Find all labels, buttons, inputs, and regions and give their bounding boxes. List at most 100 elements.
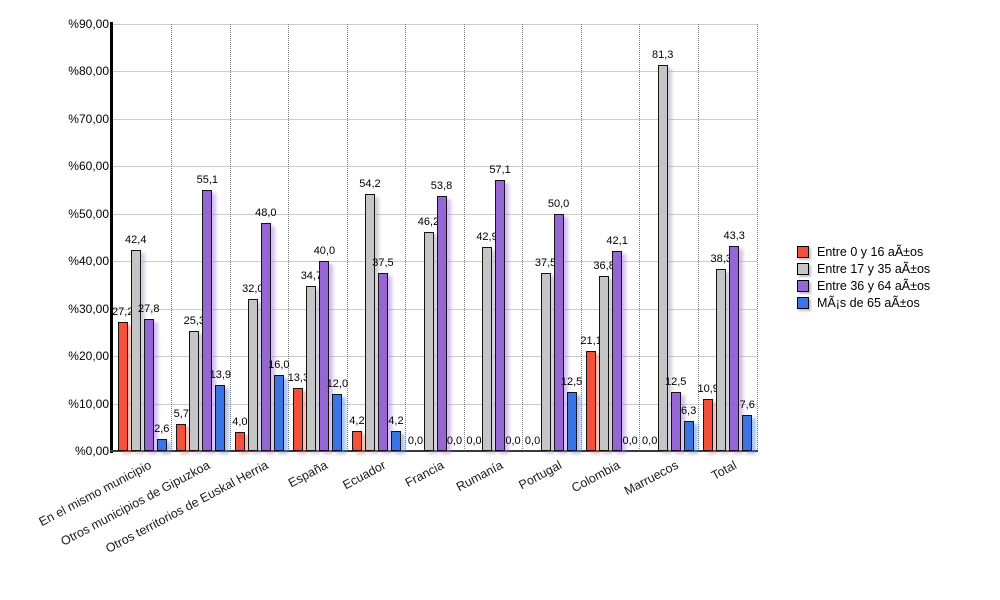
category-separator: [756, 24, 758, 451]
y-gridline: [113, 166, 757, 168]
legend-item: Entre 36 y 64 aÃ±os: [797, 279, 930, 293]
category-separator: [288, 24, 290, 451]
bar: [742, 414, 753, 451]
category-separator: [171, 24, 173, 451]
bar-value-label: 50,0: [547, 197, 570, 210]
bar-value-label: 27,8: [138, 303, 160, 316]
bar: [540, 273, 551, 451]
x-axis-category-label: Total: [709, 458, 740, 483]
x-axis-line: [110, 450, 758, 452]
bar-value-label: 43,3: [723, 229, 745, 242]
bar-value-label: 0,0: [505, 435, 521, 447]
bar-value-label: 4,2: [349, 415, 365, 428]
x-axis-category-label: Portugal: [515, 458, 564, 493]
bar-value-label: 2,6: [154, 422, 170, 435]
y-axis-tick-label: %60,00: [68, 159, 109, 174]
bar-value-label: 21,1: [580, 334, 602, 347]
bar-value-label: 16,0: [268, 359, 290, 372]
legend-item: MÃ¡s de 65 aÃ±os: [797, 296, 930, 310]
category-separator: [639, 24, 641, 451]
category-separator: [522, 24, 524, 451]
bar: [482, 247, 493, 451]
bar-value-label: 48,0: [255, 207, 277, 220]
bar-value-label: 4,2: [388, 415, 404, 428]
legend-item-label: Entre 17 y 35 aÃ±os: [817, 262, 931, 276]
bar: [117, 321, 128, 451]
x-axis-category-label: España: [285, 458, 330, 491]
bar-value-label: 12,0: [326, 378, 349, 391]
bar-value-label: 5,7: [173, 407, 189, 420]
bar-value-label: 40,0: [313, 245, 336, 258]
bar: [143, 319, 154, 451]
legend-swatch: [797, 280, 809, 292]
x-axis-category-label: Ecuador: [340, 458, 389, 493]
bar: [670, 391, 681, 451]
y-gridline: [113, 24, 757, 25]
bar-value-label: 6,3: [681, 405, 697, 418]
y-axis-tick-label: %0,00: [74, 444, 109, 458]
x-axis-category-label: Marruecos: [622, 458, 681, 499]
y-gridline: [113, 118, 757, 120]
y-axis-tick-label: %90,00: [68, 17, 109, 31]
bar: [247, 299, 258, 451]
bar: [306, 286, 317, 451]
bar-value-label: 42,9: [476, 231, 498, 244]
category-separator: [580, 24, 582, 451]
bar: [234, 432, 245, 451]
bar-value-label: 37,5: [372, 257, 394, 270]
bar-value-label: 13,9: [209, 369, 232, 382]
bar: [495, 180, 506, 451]
bar: [436, 195, 447, 451]
bar-value-label: 55,1: [196, 173, 219, 186]
bar-value-label: 36,8: [593, 260, 615, 273]
bar-value-label: 38,3: [710, 253, 732, 266]
bar: [599, 276, 610, 451]
legend: Entre 0 y 16 aÃ±os Entre 17 y 35 aÃ±os Ent…: [797, 245, 931, 314]
bar: [130, 249, 141, 451]
category-separator: [697, 24, 699, 451]
bar: [553, 213, 564, 451]
bar-value-label: 0,0: [524, 435, 541, 447]
bar: [612, 251, 623, 451]
legend-item-label: Entre 0 y 16 aÃ±os: [817, 245, 924, 259]
bar: [703, 399, 714, 451]
bar: [176, 423, 187, 451]
bar-value-label: 81,3: [651, 49, 674, 62]
bar-value-label: 37,5: [534, 257, 557, 270]
y-gridline: [113, 308, 757, 310]
bar-value-label: 0,0: [466, 435, 482, 447]
bar: [189, 330, 200, 451]
bar-value-label: 53,8: [430, 179, 453, 192]
bar: [351, 431, 362, 451]
x-axis-category-label: Francia: [403, 458, 447, 490]
bar-value-label: 57,1: [489, 164, 511, 177]
y-gridline: [113, 213, 757, 215]
category-separator: [405, 24, 407, 451]
bar-value-label: 10,9: [697, 383, 719, 396]
bar: [423, 231, 434, 451]
bar: [566, 391, 577, 451]
bar-value-label: 27,2: [112, 305, 134, 318]
legend-swatch: [797, 246, 809, 258]
bar: [390, 431, 401, 451]
legend-swatch: [797, 263, 809, 275]
bar-value-label: 0,0: [407, 435, 424, 447]
bar-value-label: 46,2: [417, 215, 440, 228]
y-axis-tick-label: %40,00: [68, 254, 109, 269]
y-axis-tick-label: %70,00: [68, 111, 109, 126]
bar: [716, 269, 727, 451]
y-gridline: [113, 403, 757, 405]
y-axis-tick-label: %30,00: [68, 301, 109, 316]
bar: [260, 223, 271, 451]
x-axis-category-label: Colombia: [569, 458, 623, 496]
legend-item: Entre 0 y 16 aÃ±os: [797, 245, 930, 259]
category-separator: [463, 24, 465, 451]
bar: [319, 261, 330, 451]
legend-item: Entre 17 y 35 aÃ±os: [797, 262, 931, 276]
bar-value-label: 0,0: [642, 435, 658, 447]
bar-value-label: 32,0: [242, 283, 264, 296]
y-gridline: [113, 356, 757, 358]
bar: [364, 193, 375, 451]
category-separator: [229, 24, 231, 451]
bar-value-label: 13,3: [287, 371, 310, 384]
